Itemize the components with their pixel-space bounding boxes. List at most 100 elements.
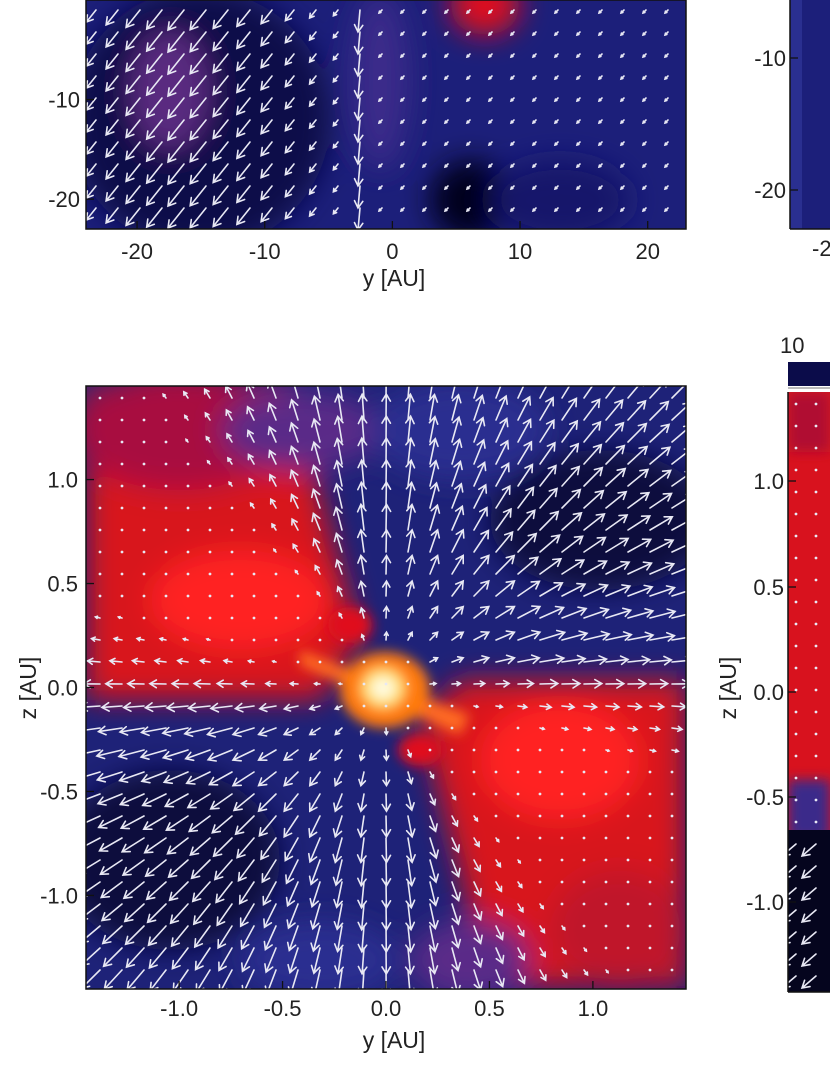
vector-arrow	[517, 679, 535, 689]
vector-arrow	[487, 163, 493, 169]
vector-arrow	[381, 815, 392, 839]
vector-arrow	[334, 947, 344, 976]
vector-arrow	[105, 119, 119, 137]
vector-arrow	[284, 31, 295, 44]
vector-arrow	[148, 947, 167, 970]
vector-arrow	[206, 749, 233, 762]
vector-dot	[582, 880, 586, 884]
vector-arrow	[517, 654, 541, 665]
vector-arrow	[495, 394, 508, 421]
vector-dot	[814, 424, 818, 428]
vector-arrow	[465, 163, 471, 169]
vector-arrow	[86, 701, 101, 712]
vector-arrow	[561, 559, 586, 575]
vector-arrow	[663, 207, 669, 213]
vector-arrow	[671, 544, 686, 553]
vector-arrow	[191, 881, 211, 903]
x-tick-label: 10	[508, 239, 532, 264]
vector-dot	[560, 792, 564, 796]
vector-arrow	[86, 727, 101, 731]
vector-arrow	[260, 163, 273, 179]
vector-arrow	[308, 793, 321, 813]
vector-arrow	[308, 771, 321, 787]
vector-dot	[208, 572, 212, 576]
vector-arrow	[231, 749, 255, 762]
vector-arrow	[509, 185, 515, 191]
vector-dot	[406, 682, 410, 686]
vector-arrow	[120, 837, 145, 853]
vector-arrow	[663, 141, 669, 147]
vector-arrow	[495, 679, 511, 688]
vector-dot	[164, 528, 168, 532]
vector-arrow	[359, 606, 366, 619]
vector-arrow	[671, 425, 686, 443]
vector-dot	[538, 792, 542, 796]
vector-arrow	[377, 141, 383, 147]
vector-arrow	[308, 859, 321, 886]
vector-arrow	[262, 881, 277, 907]
vector-arrow	[583, 630, 611, 641]
vector-dot	[538, 748, 542, 752]
vector-arrow	[561, 678, 582, 689]
vector-arrow	[241, 969, 255, 989]
vector-arrow	[788, 931, 797, 944]
vector-arrow	[465, 185, 471, 191]
vector-arrow	[619, 97, 625, 103]
vector-arrow	[404, 969, 415, 989]
vector-arrow	[561, 535, 584, 553]
vector-arrow	[671, 702, 686, 711]
vector-arrow	[405, 793, 415, 812]
vector-arrow	[283, 793, 299, 813]
vector-arrow	[517, 556, 539, 575]
vector-arrow	[473, 605, 491, 619]
vector-arrow	[539, 969, 547, 982]
vector-arrow	[292, 542, 299, 553]
vector-arrow	[583, 560, 608, 575]
vector-arrow	[282, 727, 299, 736]
vector-arrow	[517, 395, 532, 421]
y-axis-label-bottom-left: z [AU]	[15, 657, 41, 720]
vector-arrow	[597, 75, 603, 81]
vector-arrow	[377, 185, 383, 191]
vector-arrow	[421, 53, 427, 59]
vector-arrow	[627, 608, 655, 619]
vector-dot	[560, 748, 564, 752]
vector-arrow	[429, 681, 438, 686]
vector-arrow	[232, 793, 255, 812]
vector-arrow	[451, 393, 462, 421]
vector-arrow	[316, 386, 321, 399]
y-tick-label: -20	[48, 187, 80, 212]
vector-arrow	[310, 947, 321, 975]
vector-arrow	[86, 837, 101, 851]
x-ticks-bottom-left: -1.0 -0.5 0.0 0.5 1.0	[160, 981, 608, 1021]
vector-arrow	[189, 97, 207, 119]
vector-arrow	[517, 532, 538, 553]
vector-arrow	[465, 119, 471, 125]
vector-arrow	[247, 453, 255, 465]
vector-arrow	[399, 97, 405, 103]
vector-arrow	[605, 655, 630, 666]
vector-dot	[230, 528, 234, 532]
vector-arrow	[167, 75, 185, 98]
vector-dot	[538, 814, 542, 818]
vector-dot	[560, 836, 564, 840]
vector-arrow	[333, 903, 344, 931]
vector-arrow	[212, 31, 229, 52]
vector-arrow	[260, 837, 277, 861]
vector-arrow	[285, 859, 299, 885]
vector-arrow	[671, 613, 686, 619]
vector-arrow	[399, 163, 405, 169]
vector-arrow	[495, 630, 516, 641]
vector-arrow	[583, 678, 604, 689]
vector-arrow	[105, 9, 119, 27]
vector-dot	[384, 660, 388, 664]
vector-arrow	[234, 815, 255, 836]
vector-arrow	[212, 141, 229, 162]
vector-dot	[362, 660, 366, 664]
vector-arrow	[451, 680, 462, 687]
vector-arrow	[405, 815, 416, 839]
vector-arrow	[272, 548, 277, 553]
vector-arrow	[186, 793, 211, 809]
vector-dot	[626, 924, 630, 928]
vector-arrow	[193, 925, 211, 949]
